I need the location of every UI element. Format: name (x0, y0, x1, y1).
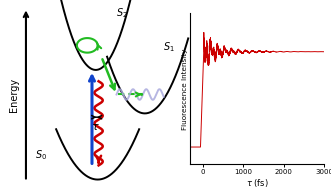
Text: Energy: Energy (9, 77, 19, 112)
Text: $S_0$: $S_0$ (35, 148, 47, 162)
X-axis label: $\tau$ (fs): $\tau$ (fs) (246, 177, 269, 189)
Y-axis label: Fluorescence Intensity: Fluorescence Intensity (181, 48, 188, 129)
Text: $\tau$: $\tau$ (91, 122, 100, 132)
Text: $S_2$: $S_2$ (116, 6, 128, 20)
Text: $S_1$: $S_1$ (164, 40, 175, 54)
